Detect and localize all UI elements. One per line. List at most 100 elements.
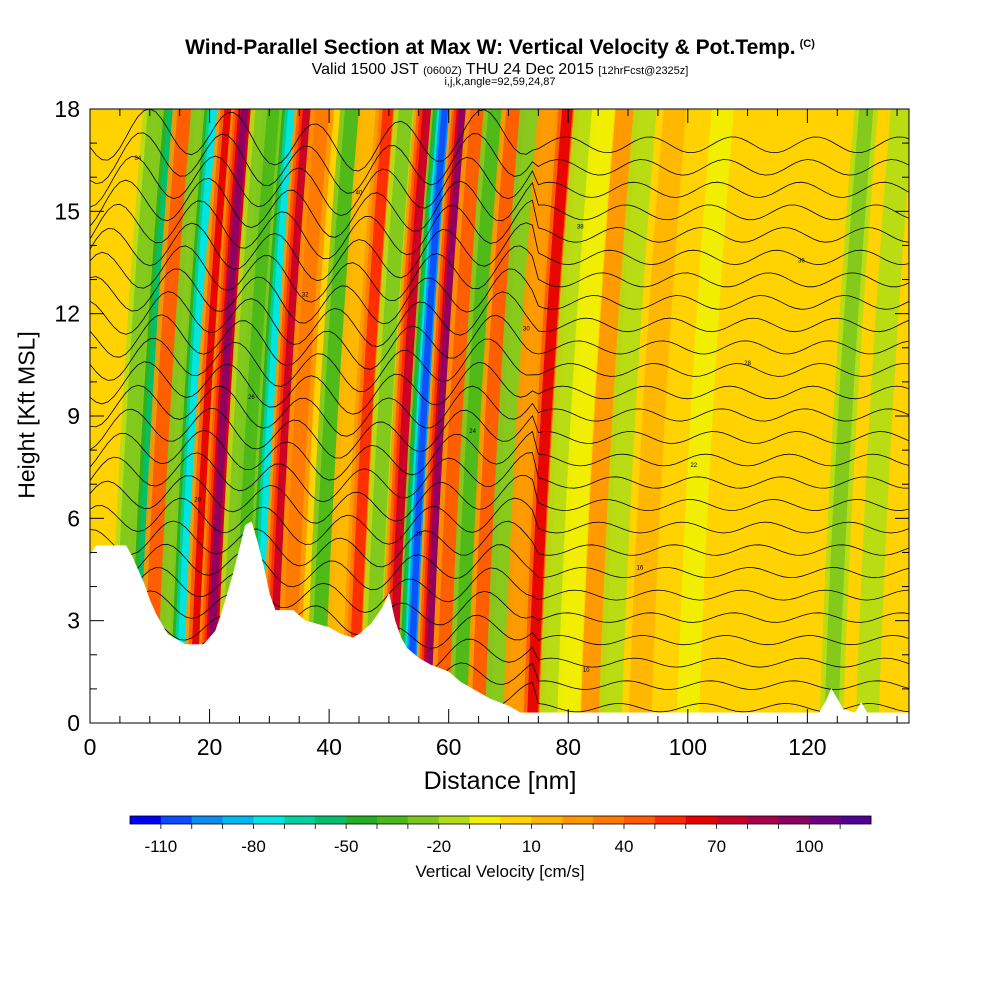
colorbar: -110 -80 -50 -20 10 40 70 100 [129,815,872,856]
x-tick-label: 40 [316,734,342,760]
colorbar-swatch [469,816,501,824]
theta-contour [90,567,909,613]
colorbar-swatch [284,816,316,824]
theta-contour [90,222,909,282]
theta-contour [90,590,909,636]
colorbar-tick-label: -20 [426,837,451,856]
colorbar-tick-label: 100 [795,837,823,856]
velocity-band [676,109,734,723]
x-tick-label: 60 [436,734,462,760]
terrain-mask [90,521,909,723]
theta-contour [90,245,909,303]
colorbar-tick-label: 70 [707,837,726,856]
contour-label: 34 [134,156,141,162]
velocity-band [527,109,573,723]
velocity-band [205,109,249,723]
contour-label: 28 [744,361,751,367]
colorbar-swatch [438,816,470,824]
velocity-band [309,109,360,723]
theta-contour [90,268,909,325]
contour-label: 30 [523,327,530,333]
theta-contour [90,407,909,459]
colorbar-swatch [407,816,440,824]
colorbar-label: Vertical Velocity [cm/s] [415,862,585,881]
contour-label: 40 [356,190,363,196]
colorbar-swatch [191,816,223,824]
colorbar-tick-label: -110 [144,837,177,856]
chart-subtitle: Valid 1500 JST (0600Z) THU 24 Dec 2015 [… [311,61,689,78]
contour-label: 36 [798,259,805,265]
velocity-band [406,109,449,723]
theta-contour [90,452,909,503]
colorbar-swatch [716,816,748,824]
colorbar-tick-label: 10 [522,837,541,856]
contour-label: 32 [302,293,309,299]
contour-label: 20 [194,497,201,503]
y-tick-label: 6 [67,505,80,531]
theta-contour [90,384,909,437]
y-axis-label: Height [Kft MSL] [13,331,40,499]
colorbar-swatch [624,816,656,824]
colorbar-tick-label: -50 [334,837,359,856]
x-tick-label: 100 [669,734,707,760]
colorbar-swatch [654,816,687,824]
colorbar-swatch [840,816,872,824]
theta-contour [90,132,909,194]
colorbar-swatch [346,816,378,824]
x-tick-label: 120 [788,734,826,760]
x-tick-label: 20 [197,734,223,760]
theta-contour [90,178,909,238]
theta-contour [90,543,909,591]
colorbar-swatch [531,816,563,824]
x-axis-label: Distance [nm] [423,767,577,795]
velocity-band [628,109,687,723]
colorbar-swatch [160,816,193,824]
colorbar-swatch [222,816,254,824]
y-tick-label: 15 [54,198,80,224]
y-tick-label: 18 [54,96,80,122]
colorbar-swatch [809,816,841,824]
velocity-band [280,109,330,723]
colorbar-tick-label: -80 [241,837,266,856]
velocity-band [824,109,874,723]
contour-label: 38 [577,224,584,230]
contour-label: 10 [583,668,590,674]
theta-contour [90,291,909,348]
velocity-field [90,109,909,723]
y-tick-label: 9 [67,403,80,429]
chart-indices: i,j,k,angle=92,59,24,87 [444,76,556,88]
theta-contour [90,199,909,260]
colorbar-tick-label: 40 [615,837,634,856]
theta-contour [90,474,909,524]
y-tick-label: 0 [67,710,80,736]
y-tick-label: 12 [54,301,80,327]
theta-contour [90,109,909,172]
contour-label: 24 [469,429,476,435]
contour-label: 18 [415,531,422,537]
colorbar-swatch [747,816,779,824]
theta-contour [90,337,909,393]
theta-contour [90,361,909,415]
theta-contour [90,520,909,568]
velocity-band [347,109,394,723]
y-tick-label: 3 [67,608,80,634]
velocity-band [387,109,432,723]
colorbar-swatch [315,816,347,824]
chart-title: Wind-Parallel Section at Max W: Vertical… [185,36,815,59]
velocity-band [363,109,414,723]
colorbar-swatch [130,816,162,824]
colorbar-swatch [685,816,717,824]
x-tick-label: 80 [555,734,581,760]
x-tick-label: 0 [84,734,97,760]
velocity-band [424,109,467,723]
velocity-band [855,109,909,723]
colorbar-swatch [500,816,532,824]
colorbar-swatch [253,816,285,824]
contour-label: 26 [248,395,255,401]
contour-label: 16 [637,566,644,572]
colorbar-swatch [778,816,810,824]
theta-contour [90,314,909,370]
contour-label: 22 [690,463,697,469]
